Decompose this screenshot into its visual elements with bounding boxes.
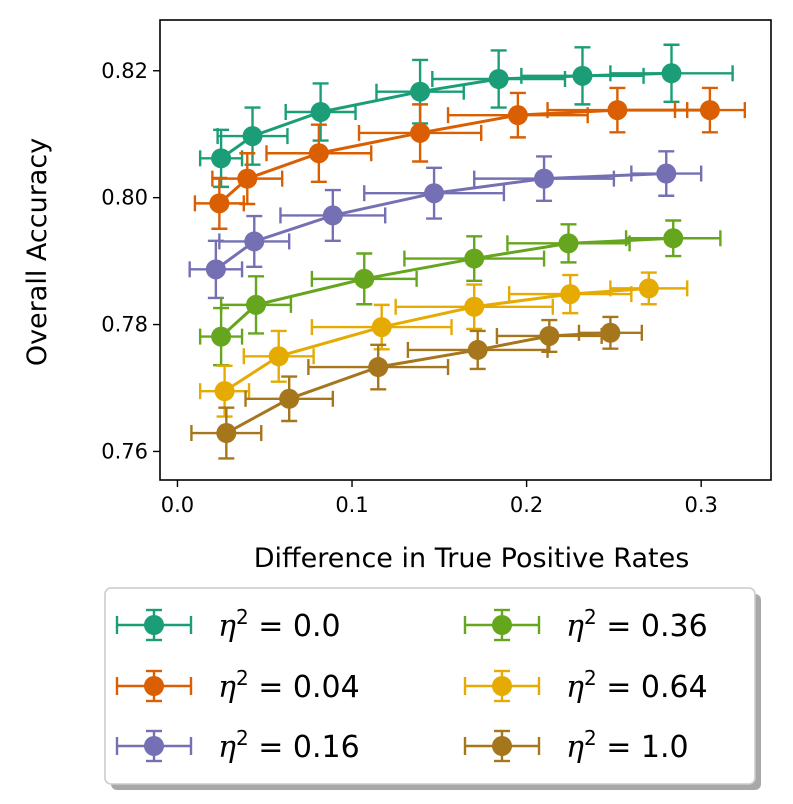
data-point — [464, 296, 485, 317]
axis-ticks: 0.0 0.1 0.2 0.3 0.76 0.78 0.80 0.82 — [101, 59, 718, 517]
legend-symbol: η — [566, 730, 584, 765]
y-tick-label: 0.76 — [101, 439, 148, 463]
legend-label: η2 = 0.04 — [218, 666, 360, 705]
series-line — [220, 71, 672, 160]
plot-area — [188, 43, 747, 460]
data-point — [310, 102, 331, 122]
legend-superscript: 2 — [584, 666, 597, 690]
series-line — [220, 236, 674, 338]
data-point — [322, 205, 343, 226]
data-point — [354, 268, 375, 289]
legend-superscript: 2 — [236, 726, 249, 750]
data-point — [244, 231, 265, 252]
data-point — [205, 259, 226, 280]
series-3 — [198, 219, 722, 367]
data-point — [268, 346, 289, 367]
data-point — [558, 233, 579, 254]
legend-value: = 1.0 — [597, 730, 689, 765]
data-point — [539, 325, 560, 346]
data-point — [237, 168, 258, 189]
legend-superscript: 2 — [236, 605, 249, 629]
x-tick-label: 0.2 — [510, 493, 543, 517]
legend-superscript: 2 — [236, 666, 249, 690]
series-5 — [190, 315, 644, 460]
data-point — [214, 381, 235, 402]
legend-item-4: η2 = 0.64 — [463, 666, 708, 705]
legend-value: = 0.04 — [249, 670, 360, 705]
legend-superscript: 2 — [584, 605, 597, 629]
legend-marker — [144, 736, 164, 756]
series-4 — [198, 271, 689, 418]
axes-frame — [159, 19, 772, 481]
data-point — [211, 326, 232, 347]
legend-item-1: η2 = 0.04 — [115, 666, 360, 705]
data-point — [216, 423, 237, 444]
data-point — [572, 65, 593, 86]
data-point — [246, 294, 267, 315]
legend-superscript: 2 — [584, 726, 597, 750]
series-1 — [193, 86, 747, 230]
y-tick-label: 0.82 — [101, 59, 148, 83]
x-tick-label: 0.1 — [335, 493, 368, 517]
legend-label: η2 = 0.64 — [566, 666, 708, 705]
data-point — [661, 63, 682, 84]
legend-item-5: η2 = 1.0 — [463, 726, 689, 765]
legend-value: = 0.64 — [597, 670, 708, 705]
legend-symbol: η — [218, 609, 236, 644]
data-point — [424, 183, 445, 204]
legend-label: η2 = 0.16 — [218, 726, 360, 765]
legend-label: η2 = 0.36 — [566, 605, 708, 644]
data-point — [209, 193, 230, 214]
data-point — [607, 100, 628, 121]
data-point — [600, 322, 621, 343]
data-point — [656, 163, 677, 184]
data-point — [308, 143, 329, 164]
error-bar — [218, 214, 291, 269]
legend-marker — [492, 615, 512, 635]
data-point — [467, 339, 488, 360]
data-point — [534, 168, 555, 189]
data-point — [699, 100, 720, 121]
legend-label: η2 = 1.0 — [566, 726, 689, 765]
y-tick-label: 0.80 — [101, 186, 148, 210]
data-point — [663, 228, 684, 249]
data-point — [488, 69, 509, 90]
x-axis-label: Difference in True Positive Rates — [254, 543, 690, 574]
data-point — [638, 278, 659, 299]
legend-item-0: η2 = 0.0 — [115, 605, 341, 644]
data-point — [507, 105, 528, 126]
data-point — [410, 81, 431, 102]
data-point — [279, 388, 300, 409]
legend-label: η2 = 0.0 — [218, 605, 341, 644]
legend-value: = 0.36 — [597, 609, 708, 644]
legend-symbol: η — [566, 670, 584, 705]
data-point — [242, 126, 263, 147]
data-point — [371, 317, 392, 338]
x-tick-label: 0.0 — [161, 493, 194, 517]
data-point — [464, 248, 485, 269]
data-point — [211, 148, 232, 169]
y-tick-label: 0.78 — [101, 313, 148, 337]
x-tick-label: 0.3 — [684, 493, 717, 517]
data-point — [560, 284, 581, 305]
data-point — [368, 357, 389, 378]
legend-symbol: η — [566, 609, 584, 644]
legend-marker — [144, 676, 164, 696]
legend-box — [104, 587, 756, 785]
series-2 — [188, 150, 703, 300]
series-0 — [198, 43, 734, 189]
legend-value: = 0.16 — [249, 730, 360, 765]
legend-marker — [492, 676, 512, 696]
y-axis-label: Overall Accuracy — [22, 138, 53, 366]
legend-symbol: η — [218, 670, 236, 705]
legend-symbol: η — [218, 730, 236, 765]
legend-marker — [144, 615, 164, 635]
legend-item-2: η2 = 0.16 — [115, 726, 360, 765]
legend-value: = 0.0 — [249, 609, 341, 644]
legend-marker — [492, 736, 512, 756]
legend-item-3: η2 = 0.36 — [463, 605, 708, 644]
data-point — [410, 122, 431, 143]
